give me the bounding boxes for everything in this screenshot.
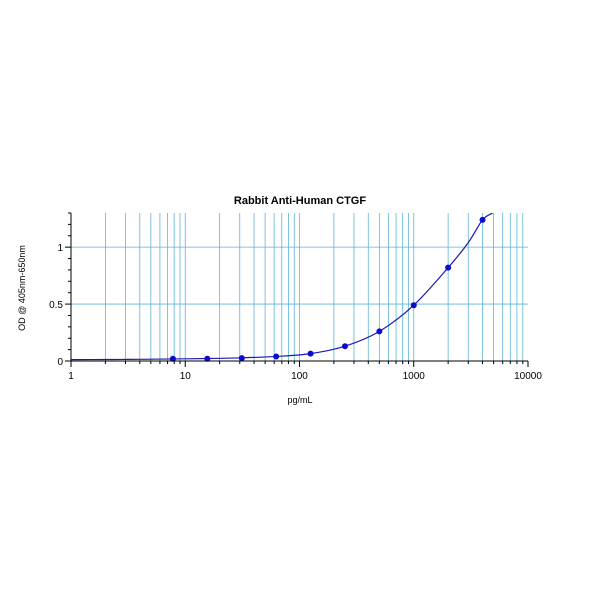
y-tick-label: 1 [57, 243, 63, 254]
data-points [169, 216, 486, 362]
tick-labels: 1 10 100 1000 10000 0 0.5 1 [49, 243, 542, 382]
x-tick-label: 1 [68, 371, 74, 382]
data-point [341, 343, 348, 350]
data-point [479, 216, 486, 223]
y-tick-label: 0 [57, 357, 63, 368]
data-point [410, 302, 417, 309]
data-point [445, 264, 452, 271]
chart-title: Rabbit Anti-Human CTGF [234, 195, 366, 207]
x-tick-label: 10 [180, 371, 192, 382]
data-point [273, 353, 280, 360]
x-tick-label: 1000 [403, 371, 426, 382]
x-tick-label: 100 [291, 371, 308, 382]
y-tick-label: 0.5 [49, 300, 63, 311]
data-point [238, 355, 245, 362]
axes [65, 212, 529, 367]
grid-lines [71, 213, 528, 361]
y-axis-label: OD @ 405nm-650nm [17, 245, 27, 331]
x-tick-label: 10000 [514, 371, 542, 382]
x-axis-label: pg/mL [287, 395, 312, 405]
data-point [204, 355, 211, 362]
data-point [169, 355, 176, 362]
data-point [376, 328, 383, 335]
data-point [307, 350, 314, 357]
